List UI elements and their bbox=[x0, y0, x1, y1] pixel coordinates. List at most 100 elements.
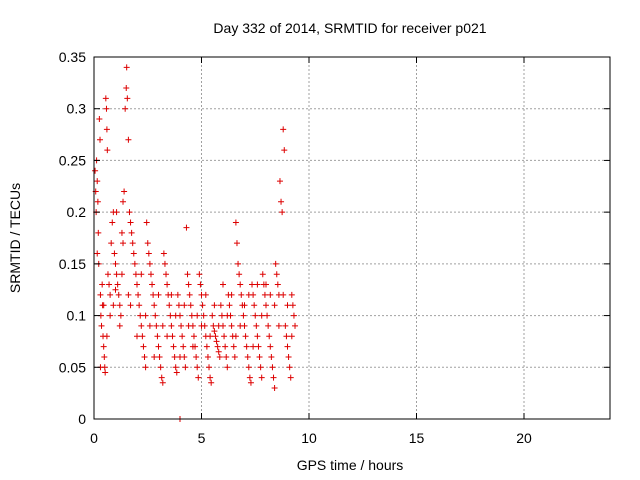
data-point bbox=[280, 291, 287, 298]
data-point bbox=[207, 333, 214, 340]
data-point bbox=[237, 322, 244, 329]
chart-title: Day 332 of 2014, SRMTID for receiver p02… bbox=[213, 20, 486, 36]
data-point bbox=[252, 312, 259, 319]
data-point bbox=[218, 312, 225, 319]
data-point bbox=[215, 348, 222, 355]
data-point bbox=[157, 364, 164, 371]
data-point bbox=[160, 250, 167, 257]
tick-marks bbox=[93, 56, 610, 420]
data-point bbox=[182, 364, 189, 371]
data-point bbox=[261, 291, 268, 298]
data-point bbox=[168, 291, 175, 298]
data-point bbox=[245, 291, 252, 298]
data-point bbox=[253, 322, 260, 329]
data-point bbox=[245, 364, 252, 371]
data-point bbox=[220, 281, 226, 288]
data-point bbox=[195, 374, 202, 381]
data-point bbox=[267, 291, 274, 298]
data-point bbox=[271, 302, 278, 309]
data-point bbox=[208, 379, 215, 386]
data-point bbox=[279, 209, 286, 216]
data-point bbox=[142, 312, 149, 319]
data-point bbox=[190, 333, 197, 340]
data-point bbox=[149, 281, 156, 288]
data-point bbox=[224, 312, 231, 319]
data-point bbox=[102, 95, 109, 102]
data-point bbox=[280, 126, 287, 133]
data-point bbox=[154, 333, 161, 340]
data-point bbox=[131, 260, 138, 267]
data-point bbox=[243, 343, 250, 350]
y-tick-label: 0.05 bbox=[59, 359, 86, 375]
data-point bbox=[118, 271, 125, 278]
data-point bbox=[236, 271, 243, 278]
data-point bbox=[183, 224, 190, 231]
data-point bbox=[143, 219, 150, 226]
data-point bbox=[152, 312, 159, 319]
data-point bbox=[274, 281, 281, 288]
data-point bbox=[108, 240, 115, 247]
data-point bbox=[125, 291, 132, 298]
data-point bbox=[153, 322, 160, 329]
data-point bbox=[164, 333, 171, 340]
data-point bbox=[235, 260, 242, 267]
data-point bbox=[137, 312, 144, 319]
plot-frame bbox=[93, 56, 611, 420]
data-point bbox=[127, 302, 134, 309]
data-point bbox=[175, 302, 182, 309]
data-point bbox=[125, 136, 132, 143]
data-point bbox=[94, 178, 101, 185]
data-point bbox=[202, 291, 209, 298]
data-point bbox=[167, 312, 174, 319]
data-point bbox=[136, 302, 143, 309]
data-point bbox=[180, 343, 187, 350]
y-tick-label: 0.3 bbox=[67, 101, 87, 117]
data-point bbox=[290, 312, 297, 319]
data-point bbox=[228, 322, 235, 329]
data-point bbox=[223, 353, 230, 360]
data-point bbox=[281, 147, 288, 154]
data-point bbox=[99, 281, 106, 288]
data-point bbox=[123, 85, 130, 92]
data-point bbox=[121, 188, 128, 195]
data-point bbox=[178, 322, 185, 329]
data-point bbox=[113, 209, 120, 216]
data-point bbox=[185, 322, 192, 329]
data-point bbox=[107, 291, 114, 298]
data-point bbox=[288, 291, 295, 298]
data-point bbox=[120, 198, 127, 205]
data-point bbox=[197, 281, 204, 288]
data-point bbox=[147, 271, 154, 278]
data-point bbox=[161, 260, 168, 267]
data-point bbox=[92, 167, 99, 174]
data-point bbox=[116, 302, 123, 309]
data-point bbox=[224, 364, 231, 371]
data-point bbox=[199, 302, 206, 309]
data-point bbox=[275, 322, 282, 329]
data-point bbox=[146, 322, 153, 329]
data-point bbox=[254, 333, 261, 340]
data-point bbox=[135, 291, 142, 298]
data-point bbox=[237, 281, 244, 288]
data-point bbox=[122, 105, 129, 112]
data-point bbox=[194, 312, 201, 319]
data-point bbox=[166, 302, 173, 309]
data-point bbox=[207, 374, 214, 381]
data-point bbox=[222, 343, 229, 350]
data-point bbox=[283, 333, 290, 340]
data-point bbox=[257, 364, 264, 371]
data-point bbox=[186, 291, 193, 298]
data-point bbox=[209, 312, 216, 319]
data-point bbox=[288, 333, 295, 340]
y-tick-label: 0.1 bbox=[67, 308, 87, 324]
data-point bbox=[144, 240, 151, 247]
data-point bbox=[230, 343, 237, 350]
x-axis-label: GPS time / hours bbox=[297, 457, 404, 473]
data-point bbox=[100, 302, 107, 309]
data-point bbox=[273, 271, 280, 278]
data-point bbox=[142, 364, 149, 371]
data-point bbox=[193, 353, 200, 360]
data-point bbox=[231, 353, 238, 360]
